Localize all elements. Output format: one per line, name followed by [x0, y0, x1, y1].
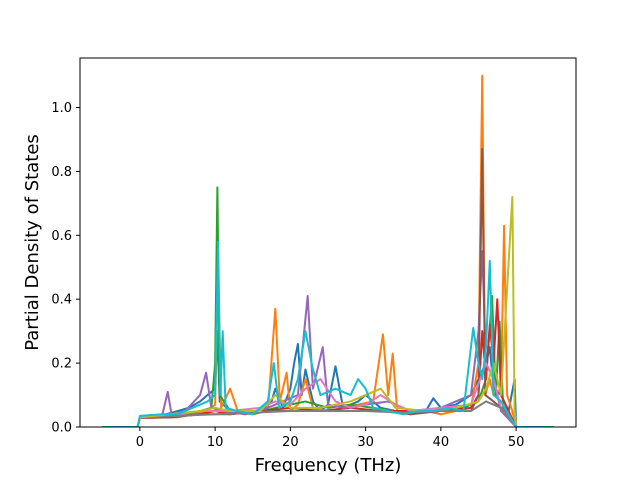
series-line-9 — [102, 195, 554, 427]
y-tick-label: 0.6 — [51, 229, 72, 244]
y-axis: 0.0 0.2 0.4 0.6 0.8 1.0 — [51, 101, 80, 436]
y-tick-label: 1.0 — [51, 101, 72, 116]
y-tick-label: 0.2 — [51, 357, 72, 372]
series-line-8 — [102, 400, 554, 427]
y-tick-label: 0.8 — [51, 165, 72, 180]
x-tick-label: 10 — [207, 435, 224, 450]
series-layer — [102, 74, 554, 427]
series-line-10 — [102, 240, 554, 427]
y-tick-label: 0.0 — [51, 421, 72, 436]
x-tick-label: 50 — [508, 435, 525, 450]
x-axis-label: Frequency (THz) — [255, 455, 402, 476]
x-tick-label: 30 — [357, 435, 374, 450]
y-tick-label: 0.4 — [51, 293, 72, 308]
x-axis: 0 10 20 30 40 50 — [136, 427, 525, 450]
x-tick-label: 20 — [282, 435, 299, 450]
y-axis-label: Partial Density of States — [22, 134, 43, 351]
x-tick-label: 0 — [136, 435, 144, 450]
x-tick-label: 40 — [433, 435, 450, 450]
plot-frame — [79, 57, 577, 428]
